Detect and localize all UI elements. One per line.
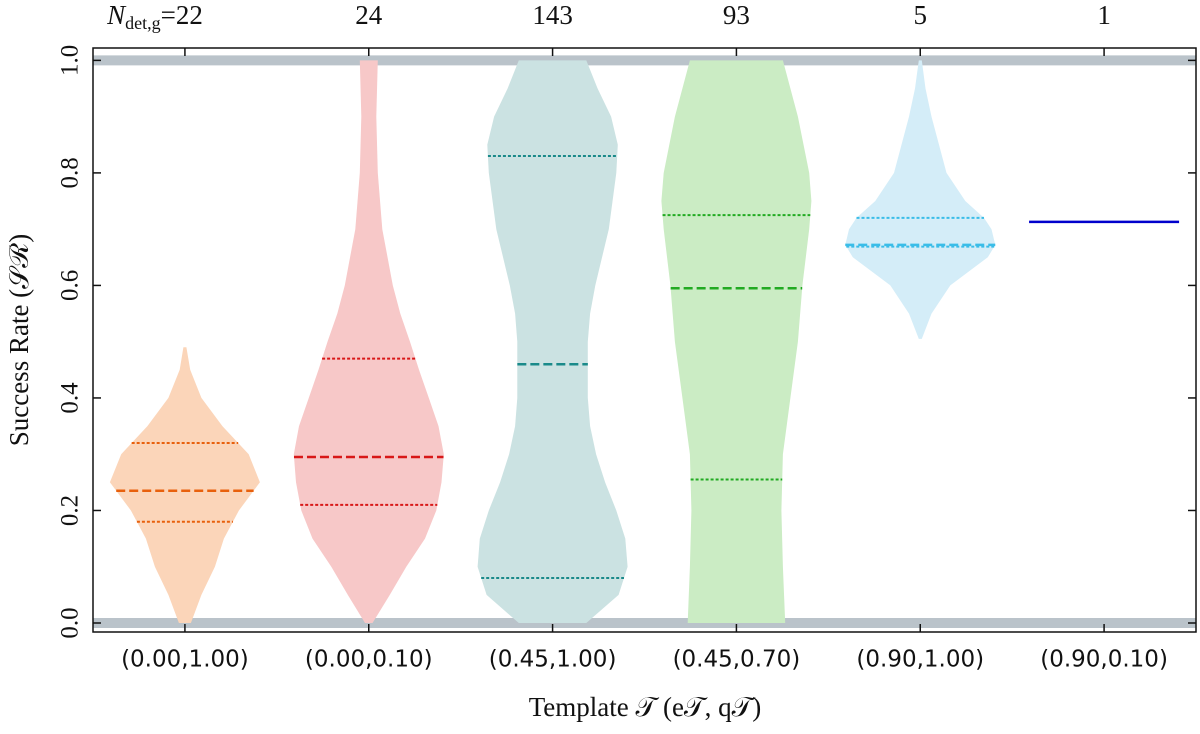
- x-tick-label: (0.00,0.10): [305, 647, 433, 673]
- y-axis-label: Success Rate (𝒮ℛ): [4, 234, 34, 447]
- x-tick-label: (0.45,1.00): [489, 647, 617, 673]
- plot-frame: [92, 47, 1197, 633]
- count-value: 22: [176, 0, 203, 30]
- count-label: Ndet,g=22: [106, 0, 203, 33]
- violin-body: [845, 60, 996, 339]
- x-axis-label: Template 𝒯 (e𝒯, q𝒯): [529, 692, 762, 722]
- count-symbol-sub: det,g: [125, 13, 161, 33]
- y-tick-label: 0.0: [57, 607, 84, 638]
- count-label: 24: [355, 0, 383, 30]
- count-label: 143: [532, 0, 573, 30]
- y-tick-label: 0.4: [57, 382, 84, 414]
- violin-body: [109, 347, 260, 623]
- x-tick-label: (0.00,1.00): [121, 647, 249, 673]
- violin-body: [661, 60, 812, 623]
- count-symbol: N: [106, 0, 127, 30]
- violin-body: [293, 60, 444, 623]
- count-label: 1: [1097, 0, 1111, 30]
- count-label: 93: [723, 0, 750, 30]
- count-separator: =: [161, 0, 176, 30]
- y-tick-label: 0.6: [57, 270, 84, 301]
- count-label: 5: [914, 0, 928, 30]
- x-tick-label: (0.45,0.70): [673, 647, 801, 673]
- x-tick-label: (0.90,1.00): [856, 647, 984, 673]
- x-tick-label: (0.90,0.10): [1040, 647, 1168, 673]
- y-tick-label: 1.0: [57, 45, 84, 76]
- y-tick-label: 0.2: [57, 495, 84, 526]
- y-tick-label: 0.8: [57, 157, 84, 188]
- violin-body: [477, 60, 628, 623]
